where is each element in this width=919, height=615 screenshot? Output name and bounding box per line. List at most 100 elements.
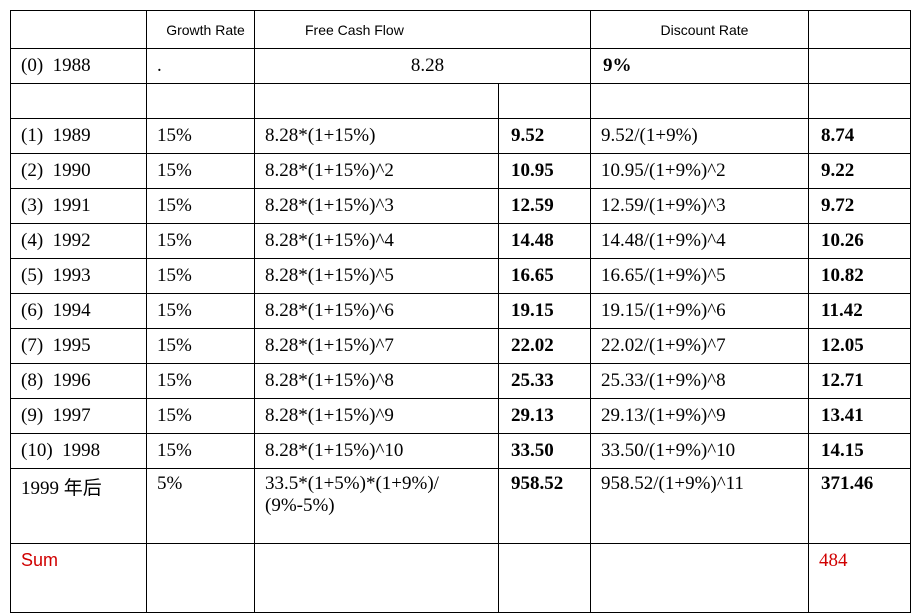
cell: 33.50/(1+9%)^10 <box>590 433 809 469</box>
cell: (7) 1995 <box>10 328 147 364</box>
cell: (4) 1992 <box>10 223 147 259</box>
cell: 12.05 <box>808 328 911 364</box>
cell <box>254 83 499 119</box>
header-cell: Discount Rate <box>590 10 809 49</box>
cell: 29.13 <box>498 398 591 434</box>
cell <box>590 83 809 119</box>
data-row: (5) 1993 15% 8.28*(1+15%)^5 16.65 16.65/(1+9… <box>10 258 911 294</box>
header-cell: Free Cash Flow <box>254 10 591 49</box>
cell: 15% <box>146 328 255 364</box>
data-row: (8) 1996 15% 8.28*(1+15%)^8 25.33 25.33/(1+9… <box>10 363 911 399</box>
sum-row: Sum 484 <box>10 543 911 613</box>
cell: 958.52/(1+9%)^11 <box>590 468 809 544</box>
cell: 1999 年后 <box>10 468 147 544</box>
cell: (10) 1998 <box>10 433 147 469</box>
cell: 8.28*(1+15%)^10 <box>254 433 499 469</box>
dcf-table: Growth Rate Free Cash Flow Discount Rate… <box>10 10 911 613</box>
cell: 10.95/(1+9%)^2 <box>590 153 809 189</box>
cell: 484 <box>808 543 911 613</box>
cell: (2) 1990 <box>10 153 147 189</box>
formula-line: 33.5*(1+5%)*(1+9%)/ <box>265 473 439 494</box>
cell: 8.28*(1+15%)^7 <box>254 328 499 364</box>
cell: 22.02/(1+9%)^7 <box>590 328 809 364</box>
cell: (3) 1991 <box>10 188 147 224</box>
cell: 10.95 <box>498 153 591 189</box>
cell <box>254 543 499 613</box>
cell: 8.28 <box>254 48 591 84</box>
cell: 8.28*(1+15%)^6 <box>254 293 499 329</box>
cell: (6) 1994 <box>10 293 147 329</box>
cell: 14.15 <box>808 433 911 469</box>
cell: 8.28*(1+15%) <box>254 118 499 154</box>
cell: . <box>146 48 255 84</box>
cell: Sum <box>10 543 147 613</box>
cell <box>808 83 911 119</box>
cell: 8.28*(1+15%)^9 <box>254 398 499 434</box>
empty-row <box>10 83 911 119</box>
cell: (1) 1989 <box>10 118 147 154</box>
cell: 13.41 <box>808 398 911 434</box>
cell: 10.82 <box>808 258 911 294</box>
cell: 8.28*(1+15%)^2 <box>254 153 499 189</box>
cell: 25.33/(1+9%)^8 <box>590 363 809 399</box>
cell: 9% <box>590 48 809 84</box>
cell: 15% <box>146 223 255 259</box>
header-cell: Growth Rate <box>146 10 255 49</box>
cell: 12.59/(1+9%)^3 <box>590 188 809 224</box>
cell: 15% <box>146 153 255 189</box>
data-row: (7) 1995 15% 8.28*(1+15%)^7 22.02 22.02/(1+9… <box>10 328 911 364</box>
formula-line: (9%-5%) <box>265 495 335 516</box>
cell: (5) 1993 <box>10 258 147 294</box>
cell: 16.65/(1+9%)^5 <box>590 258 809 294</box>
cell <box>808 10 911 49</box>
table-body: Growth Rate Free Cash Flow Discount Rate… <box>10 10 911 613</box>
cell: 19.15/(1+9%)^6 <box>590 293 809 329</box>
data-row: (3) 1991 15% 8.28*(1+15%)^3 12.59 12.59/(1+9… <box>10 188 911 224</box>
cell: 9.72 <box>808 188 911 224</box>
data-row: (6) 1994 15% 8.28*(1+15%)^6 19.15 19.15/(1+9… <box>10 293 911 329</box>
cell: 15% <box>146 398 255 434</box>
terminal-row: 1999 年后 5% 33.5*(1+5%)*(1+9%)/(9%-5%) 958.5… <box>10 468 911 544</box>
cell: 15% <box>146 293 255 329</box>
cell: 25.33 <box>498 363 591 399</box>
cell <box>10 10 147 49</box>
cell: 15% <box>146 433 255 469</box>
cell: 14.48 <box>498 223 591 259</box>
cell: 12.59 <box>498 188 591 224</box>
cell: 9.22 <box>808 153 911 189</box>
cell: 22.02 <box>498 328 591 364</box>
cell <box>498 543 591 613</box>
cell: 958.52 <box>498 468 591 544</box>
cell <box>498 83 591 119</box>
cell <box>808 48 911 84</box>
cell: 11.42 <box>808 293 911 329</box>
data-row: (9) 1997 15% 8.28*(1+15%)^9 29.13 29.13/(1+9… <box>10 398 911 434</box>
cell: 15% <box>146 118 255 154</box>
cell: 16.65 <box>498 258 591 294</box>
cell: 5% <box>146 468 255 544</box>
cell: 33.5*(1+5%)*(1+9%)/(9%-5%) <box>254 468 499 544</box>
cell: 9.52 <box>498 118 591 154</box>
data-row: (1) 1989 15% 8.28*(1+15%) 9.52 9.52/(1+9%) 8.… <box>10 118 911 154</box>
cell: 19.15 <box>498 293 591 329</box>
cell: 29.13/(1+9%)^9 <box>590 398 809 434</box>
base-row: (0) 1988 . 8.28 9% <box>10 48 911 84</box>
cell: 15% <box>146 188 255 224</box>
cell <box>146 83 255 119</box>
cell: 8.28*(1+15%)^5 <box>254 258 499 294</box>
cell <box>146 543 255 613</box>
cell: 9.52/(1+9%) <box>590 118 809 154</box>
cell: 33.50 <box>498 433 591 469</box>
cell: 14.48/(1+9%)^4 <box>590 223 809 259</box>
data-row: (4) 1992 15% 8.28*(1+15%)^4 14.48 14.48/(1+9… <box>10 223 911 259</box>
cell: 8.28*(1+15%)^4 <box>254 223 499 259</box>
cell: (8) 1996 <box>10 363 147 399</box>
cell: 8.74 <box>808 118 911 154</box>
cell: 8.28*(1+15%)^8 <box>254 363 499 399</box>
cell: 8.28*(1+15%)^3 <box>254 188 499 224</box>
cell <box>10 83 147 119</box>
data-row: (2) 1990 15% 8.28*(1+15%)^2 10.95 10.95/(1+9… <box>10 153 911 189</box>
cell: 10.26 <box>808 223 911 259</box>
cell <box>590 543 809 613</box>
